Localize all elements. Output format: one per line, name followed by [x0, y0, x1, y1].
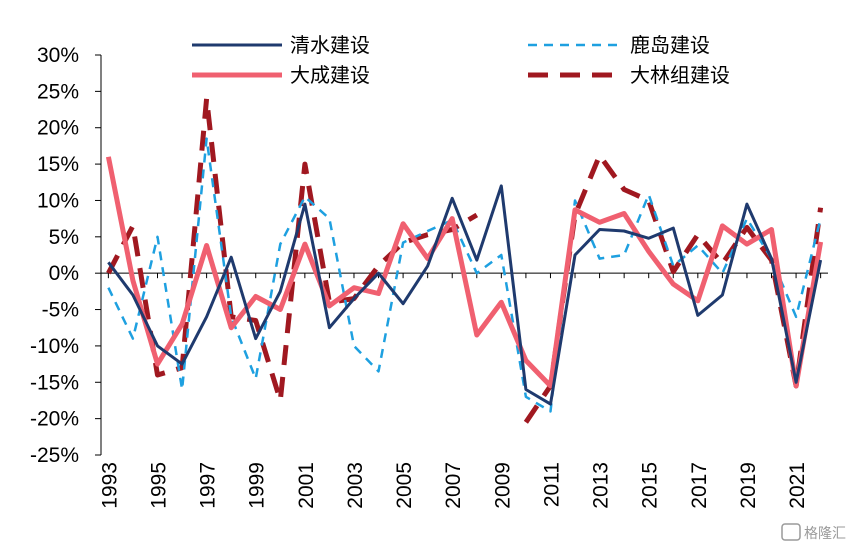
x-tick-label: 2019	[737, 462, 760, 509]
x-tick-label: 1999	[246, 462, 269, 509]
x-axis: 1993 1995 1997 1999 2001 2003 2005 2007 2009 2011…	[98, 272, 828, 509]
y-tick-label: -10%	[30, 335, 79, 358]
legend-label-2: 大成建设	[290, 63, 370, 87]
watermark: 格隆汇	[781, 523, 846, 542]
x-tick-label: 2003	[344, 462, 367, 509]
y-axis: 30% 25% 20% 15% 10% 5% 0% -5% -10% -15% -20% -25%	[30, 44, 102, 467]
x-tick-label: 1997	[197, 462, 220, 509]
series-line-2	[105, 156, 824, 389]
watermark-logo-icon	[781, 523, 801, 541]
x-tick-label: 2013	[590, 462, 613, 509]
x-tick-label: 1995	[147, 462, 170, 509]
x-tick-label: 2005	[393, 462, 416, 509]
series-line-3	[106, 96, 824, 424]
y-tick-label: 15%	[37, 153, 79, 176]
series-line-1	[107, 137, 822, 413]
y-tick-label: 30%	[37, 44, 79, 67]
y-tick-label: -5%	[42, 299, 79, 322]
y-tick-label: 5%	[49, 226, 79, 249]
series-layer	[105, 96, 824, 424]
x-tick-label: 2011	[540, 462, 563, 507]
x-tick-label: 2009	[491, 462, 514, 509]
legend-label-3: 大林组建设	[630, 63, 730, 87]
legend-label-0: 清水建设	[290, 33, 370, 57]
y-tick-label: 0%	[49, 262, 79, 285]
y-tick-label: -25%	[30, 444, 79, 467]
y-tick-label: -15%	[30, 371, 79, 394]
legend-label-1: 鹿岛建设	[630, 33, 710, 57]
y-tick-label: 20%	[37, 117, 79, 140]
x-tick-label: 2015	[639, 462, 662, 509]
y-tick-label: 25%	[37, 80, 79, 103]
series-line-0	[107, 184, 823, 406]
x-tick-label: 2001	[295, 462, 318, 509]
y-tick-label: 10%	[37, 189, 79, 212]
x-tick-label: 2017	[688, 462, 711, 509]
x-tick-label: 1993	[98, 462, 121, 509]
y-tick-label: -20%	[30, 408, 79, 431]
x-tick-label: 2007	[442, 462, 465, 509]
watermark-text: 格隆汇	[804, 526, 846, 542]
x-tick-label: 2021	[786, 462, 809, 509]
